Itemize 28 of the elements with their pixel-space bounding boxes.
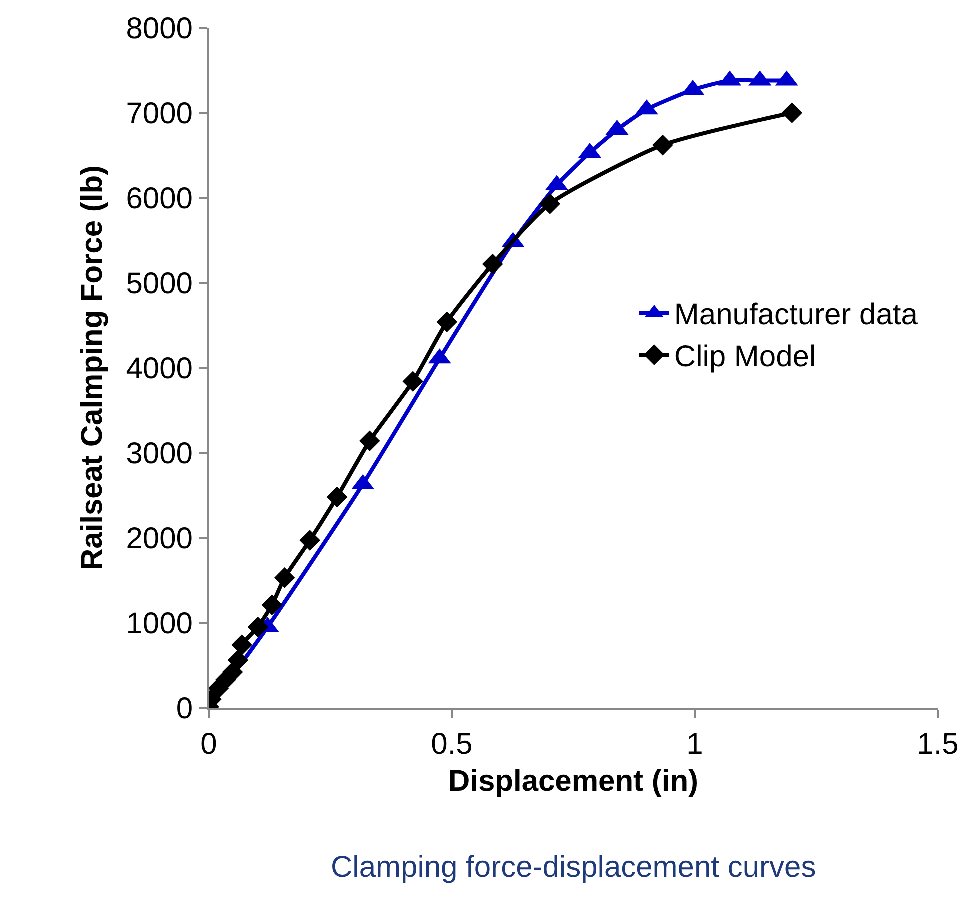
point [248, 616, 268, 638]
y-tick-label: 7000 [126, 98, 193, 130]
x-tick-label: 0 [200, 728, 218, 761]
x-tick-label: 1 [686, 728, 704, 761]
y-tick-label: 5000 [126, 268, 193, 300]
point [228, 650, 249, 671]
y-tick-label: 4000 [126, 352, 193, 386]
y-tick-label: 8000 [126, 12, 193, 46]
point [402, 371, 424, 392]
y-tick-label: 2000 [126, 522, 193, 556]
y-tick-label: 1000 [126, 608, 193, 640]
x-axis-title: Displacement (in) [448, 765, 699, 798]
y-axis-title: Railseat Calmping Force (lb) [76, 165, 109, 571]
point [262, 594, 283, 616]
y-tick-label: 6000 [126, 182, 193, 216]
x-tick-label: 0.5 [431, 728, 473, 761]
point [232, 634, 252, 656]
legend-label: Manufacturer data [674, 298, 918, 332]
point [326, 486, 348, 508]
point [274, 568, 296, 588]
point [436, 312, 458, 332]
y-tick-label: 3000 [126, 438, 193, 470]
point [359, 430, 380, 452]
legend-label: Clip Model [674, 340, 816, 374]
text: Clamping force-displacement curves [331, 851, 816, 884]
y-tick-label: 0 [176, 692, 193, 726]
point [300, 530, 320, 551]
x-tick-label: 1.5 [917, 728, 959, 761]
